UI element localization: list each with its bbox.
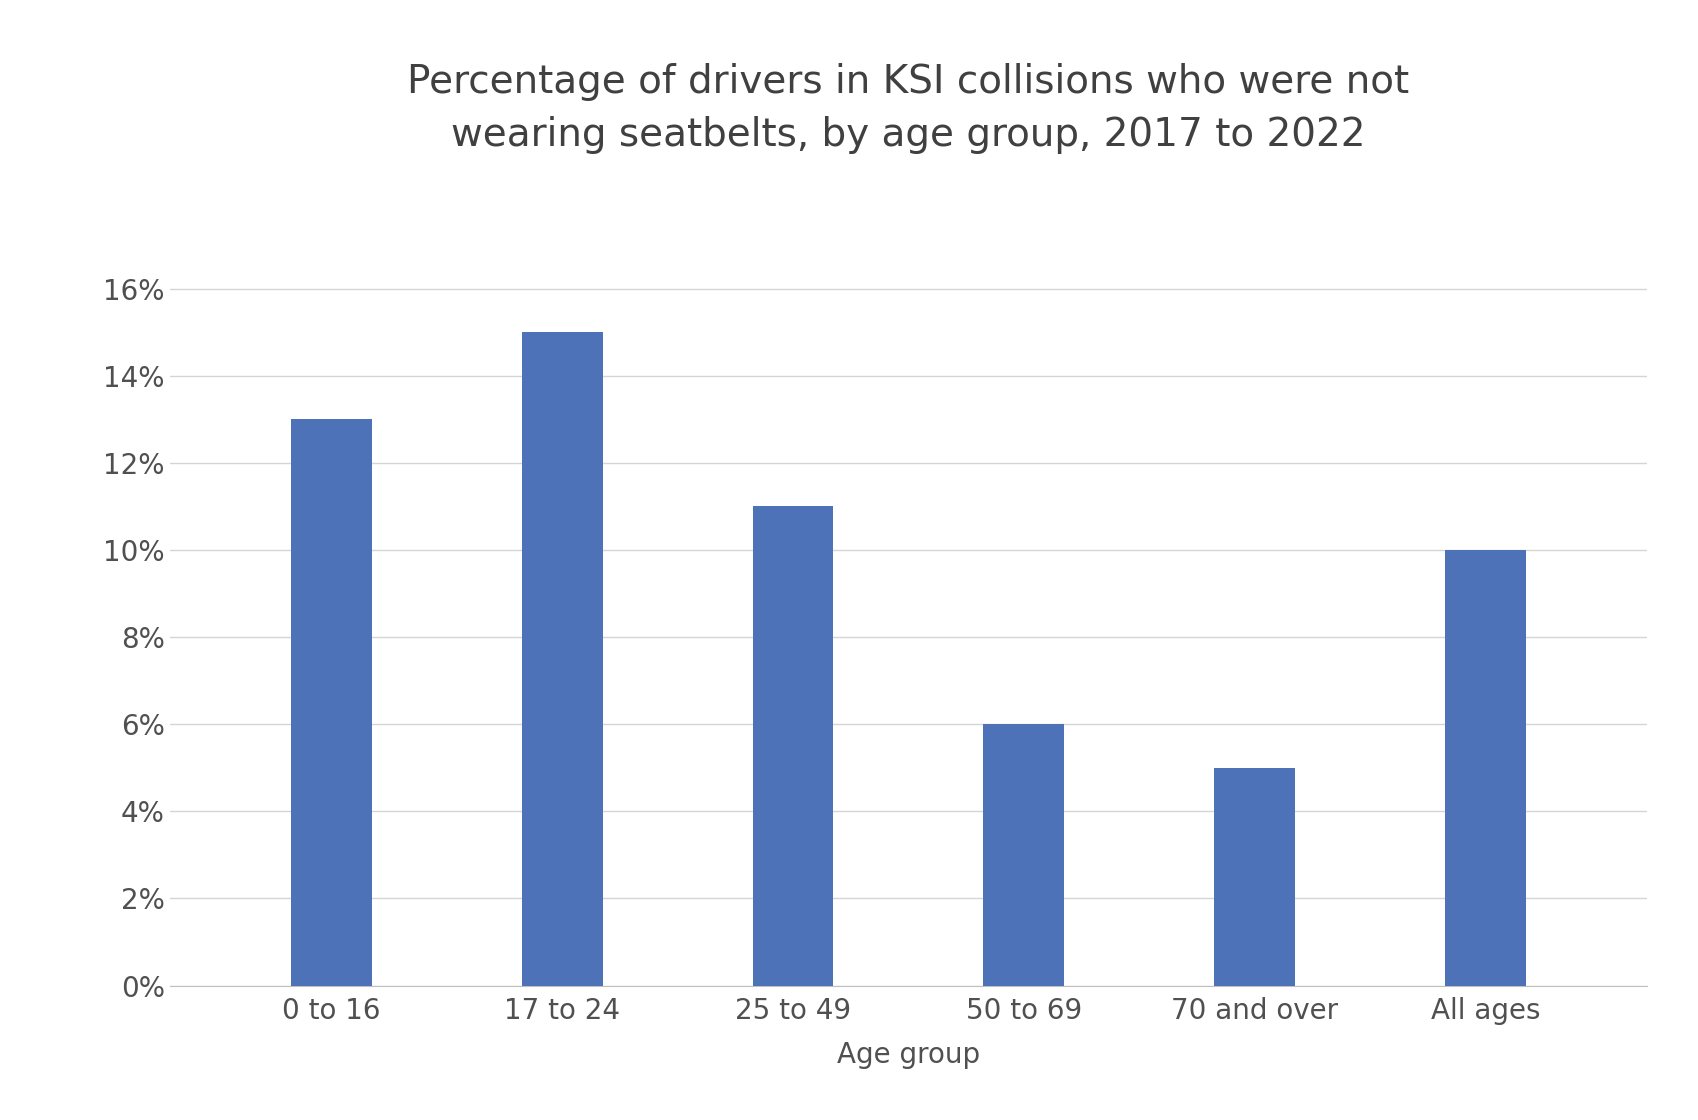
Bar xyxy=(521,333,603,986)
X-axis label: Age group: Age group xyxy=(837,1042,980,1070)
Bar xyxy=(983,725,1065,986)
Title: Percentage of drivers in KSI collisions who were not
wearing seatbelts, by age g: Percentage of drivers in KSI collisions … xyxy=(408,63,1409,155)
Bar xyxy=(1214,768,1296,986)
Bar xyxy=(752,506,834,986)
Bar xyxy=(1445,550,1527,986)
Bar xyxy=(290,419,372,986)
